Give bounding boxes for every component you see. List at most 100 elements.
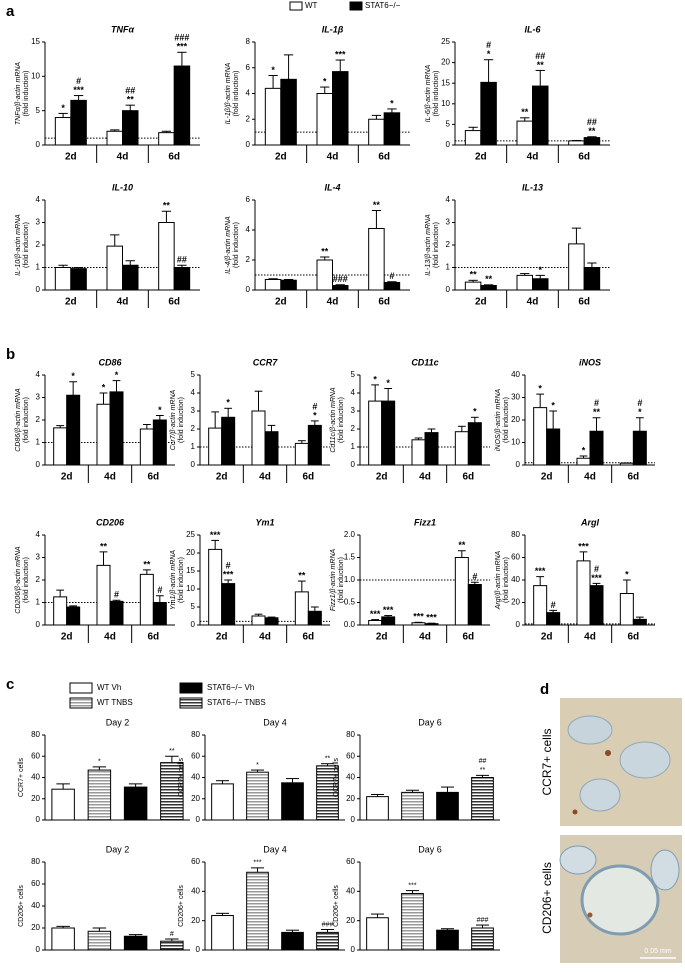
chart: IL-10 IL-10/β-actin mRNA (fold induction) 0… <box>15 182 200 308</box>
x-tick-label: 6d <box>462 472 474 483</box>
y-tick-label: 5 <box>351 370 356 379</box>
bar <box>246 871 269 951</box>
y-tick-label: 6 <box>246 63 251 72</box>
significance: ### <box>477 917 489 924</box>
y-tick-label: 25 <box>441 37 450 46</box>
y-tick-label: 40 <box>346 773 355 782</box>
legend-swatch <box>289 1 303 11</box>
y-tick-label: 0 <box>351 815 356 824</box>
chart: CCR7 Ccr7/β-actin mRNA (fold induction) 0 1 2… <box>170 357 330 483</box>
bar <box>87 930 112 951</box>
y-axis-label: Ccr7/β-actin mRNA <box>170 389 177 450</box>
y-tick-label: 5 <box>191 370 196 379</box>
bar <box>122 110 139 146</box>
stain <box>587 912 593 918</box>
bar <box>122 264 139 291</box>
y-tick-label: 3 <box>36 393 41 402</box>
bar <box>532 85 549 146</box>
significance: ** <box>169 748 175 755</box>
x-tick-label: 6d <box>302 632 314 643</box>
y-axis-label: (fold induction) <box>233 71 240 117</box>
bar <box>436 929 459 951</box>
chart: CD11c Cd11c/β-actin mRNA (fold induction) 0… <box>330 357 490 483</box>
bar <box>454 431 469 466</box>
y-tick-label: 0 <box>36 815 41 824</box>
y-tick-label: 4 <box>351 388 356 397</box>
y-tick-label: 60 <box>31 879 40 888</box>
y-tick-label: 0.0 <box>344 620 356 629</box>
y-axis-label: iNOS/β-actin mRNA <box>495 389 502 452</box>
significance: ** <box>458 540 466 550</box>
bar <box>436 791 459 821</box>
significance: # <box>486 40 491 50</box>
significance: # <box>114 590 119 600</box>
y-tick-label: 20 <box>31 923 40 932</box>
significance: *** <box>426 613 437 623</box>
bar <box>211 915 234 951</box>
x-tick-label: 4d <box>419 472 431 483</box>
y-tick-label: 15 <box>31 37 40 46</box>
x-tick-label: 6d <box>578 152 590 163</box>
y-axis-label: (fold induction) <box>338 557 345 603</box>
significance: * <box>313 410 317 420</box>
x-tick-label: 6d <box>168 152 180 163</box>
chart: Day 6 CCR7+ cells 0 20 40 60 80 ## ** <box>333 717 500 824</box>
y-tick-label: 0 <box>446 285 451 294</box>
y-tick-label: 40 <box>31 773 40 782</box>
y-tick-label: 80 <box>511 530 520 539</box>
bar <box>516 120 533 146</box>
panel-d-images <box>559 698 682 963</box>
bar <box>424 623 439 626</box>
bar <box>109 391 124 466</box>
y-tick-label: 2 <box>246 114 251 123</box>
chart: TNFα TNFα/β-actin mRNA (fold induction) 0 5 1… <box>15 24 200 163</box>
significance: # <box>312 401 317 411</box>
significance: *** <box>335 49 346 59</box>
y-tick-label: 5 <box>191 602 196 611</box>
x-tick-label: 4d <box>527 152 539 163</box>
bar <box>264 431 279 466</box>
y-axis-label: (fold induction) <box>433 222 440 268</box>
bar <box>152 419 167 466</box>
y-tick-label: 2 <box>36 240 41 249</box>
bar <box>619 462 634 466</box>
y-tick-label: 2 <box>36 575 41 584</box>
x-tick-label: 2d <box>216 472 228 483</box>
x-tick-label: 2d <box>275 152 287 163</box>
bar <box>66 606 81 626</box>
bar <box>221 583 236 626</box>
chart-title: IL-1β <box>322 24 344 34</box>
y-tick-label: 80 <box>346 730 355 739</box>
x-tick-label: 4d <box>327 152 339 163</box>
bar <box>51 788 75 821</box>
chart: CD86 CD86/β-actin mRNA (fold induction) 0 1 2… <box>15 357 175 483</box>
significance: * <box>625 569 629 579</box>
significance: *** <box>408 882 416 889</box>
bar <box>368 118 385 146</box>
y-tick-label: 2 <box>36 415 41 424</box>
chart-title: Day 2 <box>106 844 130 854</box>
y-tick-label: 0 <box>516 460 521 469</box>
significance: *** <box>370 609 381 619</box>
y-tick-label: 20 <box>191 794 200 803</box>
y-tick-label: 0 <box>196 945 201 954</box>
bar <box>316 93 333 146</box>
y-tick-label: 1 <box>36 598 41 607</box>
significance: # <box>594 564 599 574</box>
y-tick-label: 60 <box>31 751 40 760</box>
significance: *** <box>253 860 261 867</box>
y-axis-label: (fold induction) <box>433 71 440 117</box>
y-axis-label: CD206+ cells <box>178 885 185 927</box>
significance: ** <box>485 274 493 284</box>
bar <box>576 560 591 626</box>
bar <box>424 432 439 466</box>
y-tick-label: 5 <box>36 106 41 115</box>
legend-swatch <box>179 697 203 709</box>
bar <box>467 584 482 626</box>
legend-swatch <box>179 682 203 694</box>
bar <box>316 931 339 951</box>
x-tick-label: 4d <box>117 152 129 163</box>
y-axis-label: CD206/β-actin mRNA <box>15 546 22 614</box>
bar <box>332 285 349 291</box>
significance: *** <box>535 566 546 576</box>
